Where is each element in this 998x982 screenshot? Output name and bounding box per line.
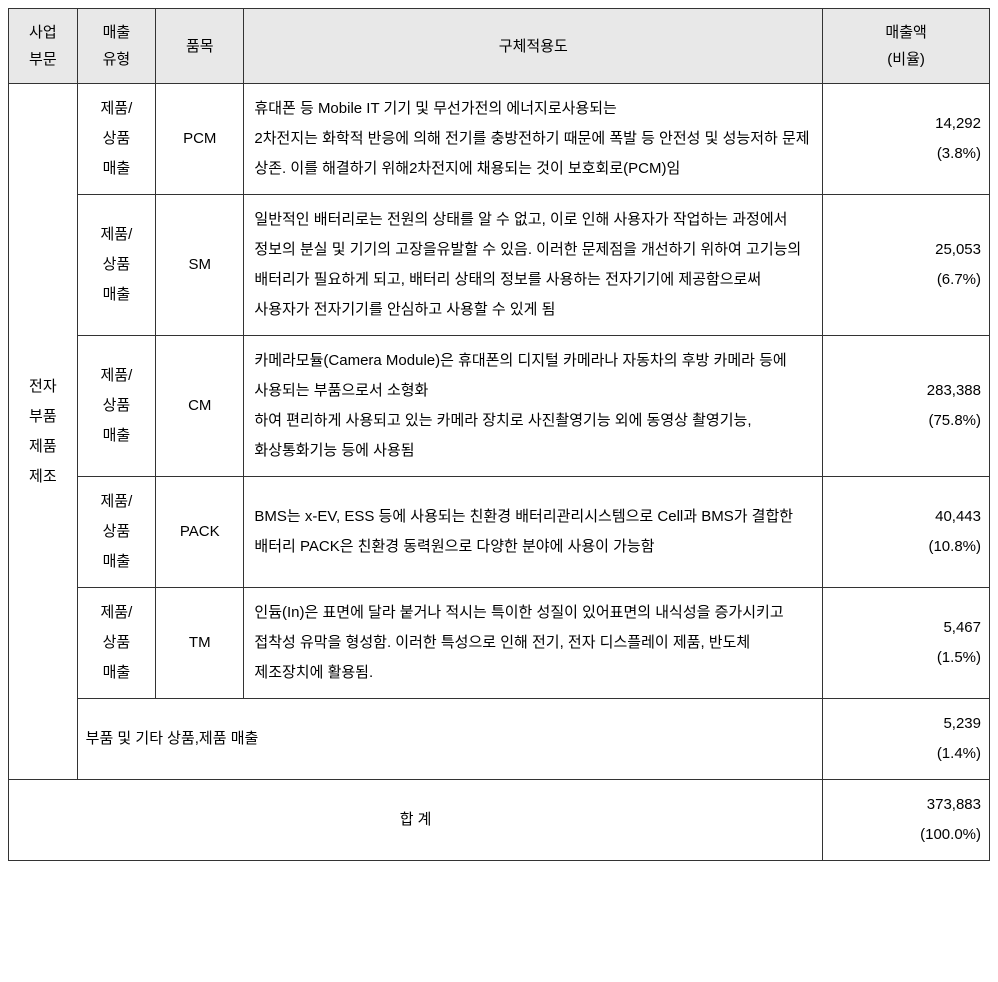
item-cell: PCM bbox=[156, 84, 244, 195]
item-cell: CM bbox=[156, 336, 244, 477]
table-row: 제품/상품매출 SM 일반적인 배터리로는 전원의 상태를 알 수 없고, 이로… bbox=[9, 195, 990, 336]
type-cell: 제품/상품매출 bbox=[77, 588, 155, 699]
division-cell: 전자부품제품제조 bbox=[9, 84, 78, 780]
item-cell: TM bbox=[156, 588, 244, 699]
header-purpose: 구체적용도 bbox=[244, 9, 823, 84]
header-item: 품목 bbox=[156, 9, 244, 84]
purpose-cell: BMS는 x-EV, ESS 등에 사용되는 친환경 배터리관리시스템으로 Ce… bbox=[244, 477, 823, 588]
total-label: 합 계 bbox=[9, 780, 823, 861]
other-row: 부품 및 기타 상품,제품 매출 5,239(1.4%) bbox=[9, 699, 990, 780]
purpose-cell: 인듐(In)은 표면에 달라 붙거나 적시는 특이한 성질이 있어표면의 내식성… bbox=[244, 588, 823, 699]
type-cell: 제품/상품매출 bbox=[77, 336, 155, 477]
type-cell: 제품/상품매출 bbox=[77, 84, 155, 195]
sales-table: 사업부문 매출유형 품목 구체적용도 매출액(비율) 전자부품제품제조 제품/상… bbox=[8, 8, 990, 861]
purpose-cell: 카메라모듈(Camera Module)은 휴대폰의 디지털 카메라나 자동차의… bbox=[244, 336, 823, 477]
amount-cell: 40,443(10.8%) bbox=[823, 477, 990, 588]
amount-cell: 5,467(1.5%) bbox=[823, 588, 990, 699]
header-division: 사업부문 bbox=[9, 9, 78, 84]
other-label: 부품 및 기타 상품,제품 매출 bbox=[77, 699, 823, 780]
amount-cell: 25,053(6.7%) bbox=[823, 195, 990, 336]
amount-cell: 283,388(75.8%) bbox=[823, 336, 990, 477]
amount-cell: 14,292(3.8%) bbox=[823, 84, 990, 195]
purpose-cell: 일반적인 배터리로는 전원의 상태를 알 수 없고, 이로 인해 사용자가 작업… bbox=[244, 195, 823, 336]
table-row: 제품/상품매출 CM 카메라모듈(Camera Module)은 휴대폰의 디지… bbox=[9, 336, 990, 477]
type-cell: 제품/상품매출 bbox=[77, 195, 155, 336]
table-row: 제품/상품매출 PACK BMS는 x-EV, ESS 등에 사용되는 친환경 … bbox=[9, 477, 990, 588]
type-cell: 제품/상품매출 bbox=[77, 477, 155, 588]
item-cell: PACK bbox=[156, 477, 244, 588]
header-amount: 매출액(비율) bbox=[823, 9, 990, 84]
table-row: 전자부품제품제조 제품/상품매출 PCM 휴대폰 등 Mobile IT 기기 … bbox=[9, 84, 990, 195]
other-amount: 5,239(1.4%) bbox=[823, 699, 990, 780]
item-cell: SM bbox=[156, 195, 244, 336]
header-row: 사업부문 매출유형 품목 구체적용도 매출액(비율) bbox=[9, 9, 990, 84]
total-amount: 373,883(100.0%) bbox=[823, 780, 990, 861]
total-row: 합 계 373,883(100.0%) bbox=[9, 780, 990, 861]
table-row: 제품/상품매출 TM 인듐(In)은 표면에 달라 붙거나 적시는 특이한 성질… bbox=[9, 588, 990, 699]
purpose-cell: 휴대폰 등 Mobile IT 기기 및 무선가전의 에너지로사용되는2차전지는… bbox=[244, 84, 823, 195]
header-type: 매출유형 bbox=[77, 9, 155, 84]
